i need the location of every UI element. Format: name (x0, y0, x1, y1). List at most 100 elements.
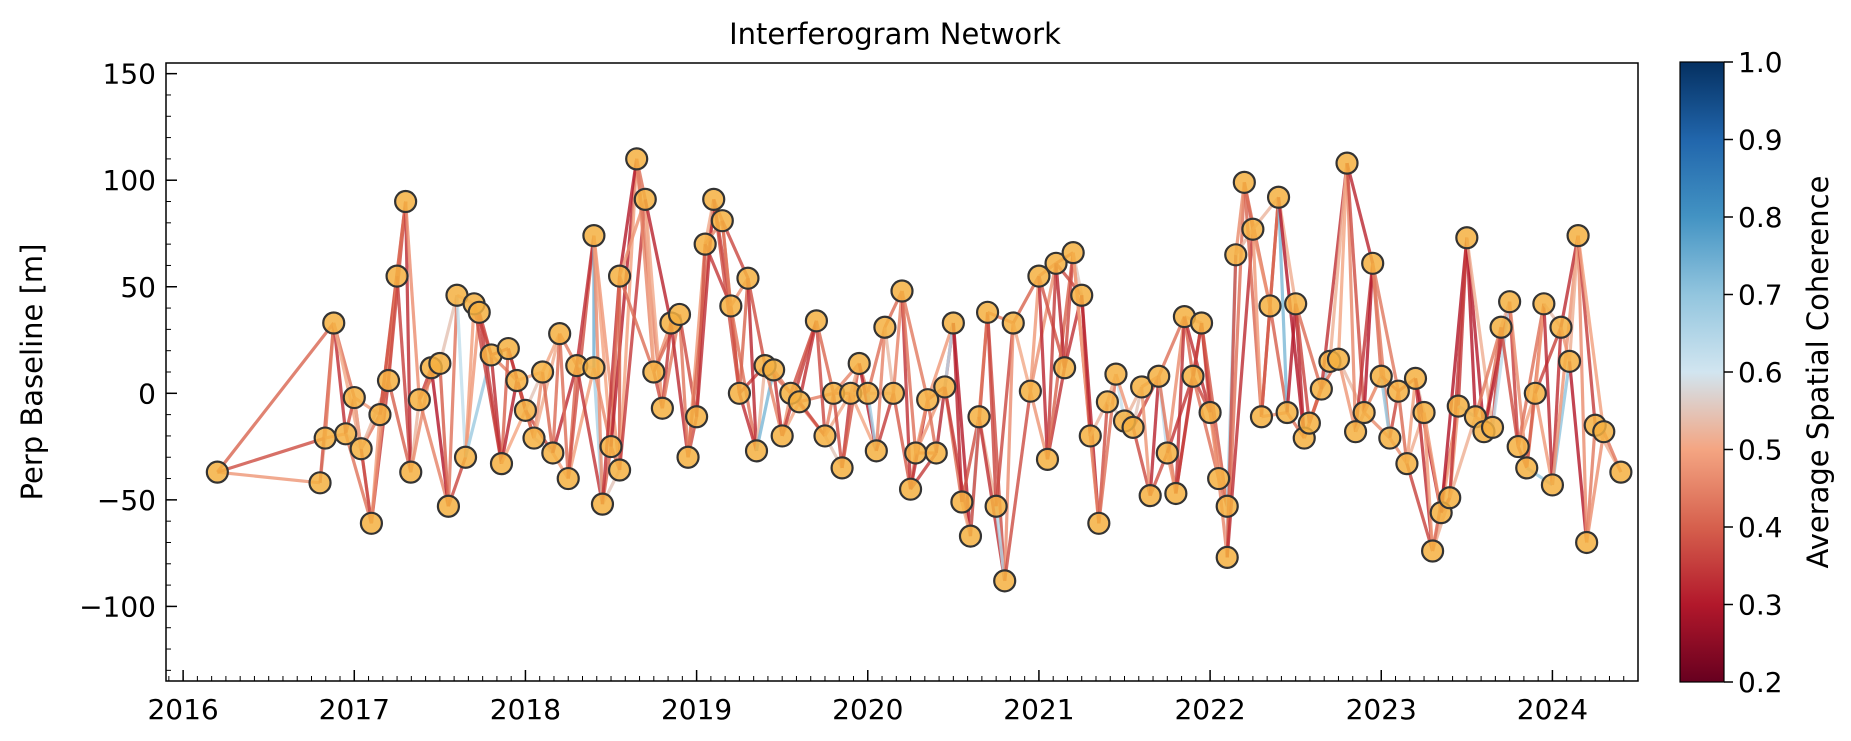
interferogram-edge (874, 327, 887, 451)
interferogram-edge (1473, 326, 1503, 418)
acquisition-point (625, 147, 649, 171)
interferogram-edge (1276, 197, 1306, 439)
interferogram-edge (332, 322, 363, 450)
interferogram-edge (789, 320, 818, 394)
acquisition-point (582, 224, 606, 248)
interferogram-edge (618, 275, 656, 373)
acquisition-point (313, 426, 337, 450)
interferogram-edge (332, 322, 348, 434)
acquisition-point (1266, 185, 1291, 209)
acquisition-point (787, 390, 811, 414)
interferogram-edge (1234, 182, 1246, 255)
acquisition-point (359, 511, 383, 535)
acquisition-point (762, 358, 786, 382)
acquisition-point (1455, 226, 1479, 250)
acquisition-point (1609, 460, 1633, 484)
interferogram-edge (985, 312, 1007, 581)
acquisition-point (556, 466, 580, 491)
interferogram-edge (643, 199, 673, 324)
interferogram-edge (1533, 393, 1554, 486)
acquisition-point (385, 264, 409, 288)
interferogram-edge (455, 295, 468, 458)
interferogram-edge (395, 201, 408, 277)
acquisition-point (693, 232, 717, 256)
acquisition-point (308, 471, 332, 495)
interferogram-edge (1499, 327, 1520, 447)
acquisition-point (1001, 311, 1025, 335)
acquisition-point (1241, 217, 1265, 241)
acquisition-point (719, 294, 743, 318)
acquisition-point (650, 396, 674, 420)
acquisition-point (1035, 447, 1060, 471)
interferogram-edge (900, 290, 918, 454)
acquisition-point (676, 445, 700, 469)
acquisition-point (1532, 292, 1556, 316)
y-tick-label: −100 (79, 590, 156, 623)
interferogram-edge (1285, 303, 1298, 413)
interferogram-edge (617, 199, 647, 471)
interferogram-edge (1576, 235, 1606, 432)
acquisition-point (1078, 424, 1102, 448)
interferogram-edge (1362, 263, 1375, 413)
acquisition-point (1361, 251, 1385, 275)
interferogram-edge (900, 290, 930, 401)
interferogram-edge (575, 235, 596, 366)
acquisition-point (975, 300, 1000, 324)
acquisition-point (1181, 364, 1205, 388)
interferogram-edge (1345, 162, 1375, 264)
acquisition-point (1155, 441, 1179, 465)
interferogram-edge (926, 322, 955, 401)
acquisition-point (1343, 420, 1368, 444)
acquisition-point (864, 439, 888, 463)
interferogram-edge (1396, 390, 1409, 464)
acquisition-point (1053, 356, 1077, 380)
y-tick-label: −50 (97, 484, 156, 517)
acquisition-point (1189, 311, 1214, 335)
acquisition-point (958, 524, 983, 548)
interferogram-edge (1542, 303, 1555, 486)
acquisition-point (1515, 456, 1539, 480)
interferogram-edge (1456, 237, 1469, 407)
acquisition-point (1498, 290, 1522, 314)
y-axis-title: Perp Baseline [m] (15, 244, 49, 501)
x-axis-ticks: 2016 2017 2018 2019 2020 2021 2022 2023 2024 (147, 670, 1639, 726)
acquisition-point (1403, 366, 1428, 390)
interferogram-edge (1148, 376, 1161, 496)
acquisition-point (736, 266, 760, 290)
interferogram-edge (404, 201, 421, 400)
acquisition-point (599, 434, 623, 459)
acquisition-point (349, 437, 373, 461)
interferogram-edge (960, 416, 981, 503)
interferogram-edge (617, 158, 639, 277)
chart-title: Interferogram Network (729, 17, 1061, 51)
x-tick-label: 2018 (490, 693, 561, 726)
acquisition-point (1164, 481, 1188, 506)
acquisition-point (1326, 347, 1351, 371)
interferogram-edge (1028, 390, 1050, 460)
acquisition-point (702, 187, 726, 211)
acquisition-point (1121, 415, 1145, 440)
interferogram-edge (1294, 303, 1323, 390)
interferogram-edge (1405, 463, 1435, 552)
acquisition-point (633, 187, 657, 211)
interferogram-edge (1294, 303, 1311, 424)
interferogram-edge (1405, 378, 1418, 464)
acquisition-point (890, 279, 914, 303)
x-tick-label: 2023 (1346, 693, 1417, 726)
interferogram-edge (1567, 235, 1580, 362)
interferogram-edge (438, 294, 459, 364)
acquisition-point (496, 336, 520, 361)
acquisition-point (1540, 473, 1565, 497)
acquisition-point (856, 381, 880, 405)
colorbar-tick-label: 0.2 (1738, 666, 1783, 699)
interferogram-edge (617, 158, 639, 471)
interferogram-edge (499, 380, 519, 464)
acquisition-point (399, 460, 423, 484)
y-axis-ticks: −100 −50 0 50 100 150 (79, 58, 177, 671)
interferogram-edge (540, 371, 555, 454)
interferogram-edge (1448, 416, 1477, 499)
acquisition-point (950, 490, 974, 514)
acquisition-point (744, 439, 769, 463)
interferogram-edge (1045, 263, 1058, 460)
interferogram-edge (323, 322, 336, 439)
